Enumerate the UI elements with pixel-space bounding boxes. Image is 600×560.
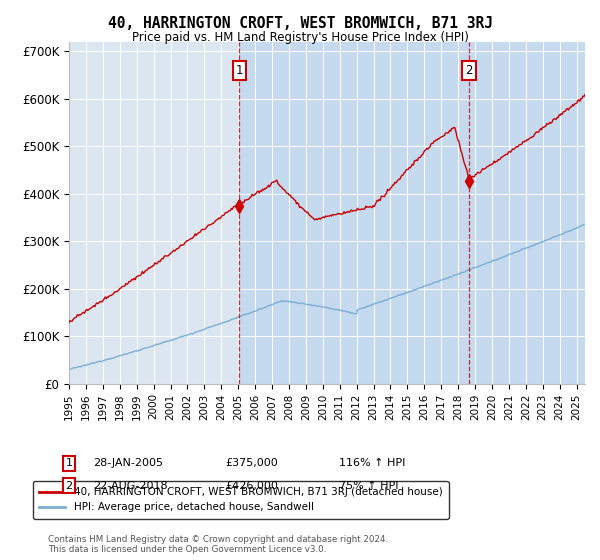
Text: Price paid vs. HM Land Registry's House Price Index (HPI): Price paid vs. HM Land Registry's House … [131,31,469,44]
Text: 22-AUG-2018: 22-AUG-2018 [93,480,167,491]
Text: Contains HM Land Registry data © Crown copyright and database right 2024.
This d: Contains HM Land Registry data © Crown c… [48,535,388,554]
Bar [239,42,585,384]
Text: 2: 2 [465,64,473,77]
Text: £375,000: £375,000 [225,458,278,468]
Text: 75% ↑ HPI: 75% ↑ HPI [339,480,398,491]
Text: 28-JAN-2005: 28-JAN-2005 [93,458,163,468]
Text: 116% ↑ HPI: 116% ↑ HPI [339,458,406,468]
Text: 1: 1 [65,458,73,468]
Legend: 40, HARRINGTON CROFT, WEST BROMWICH, B71 3RJ (detached house), HPI: Average pric: 40, HARRINGTON CROFT, WEST BROMWICH, B71… [33,481,449,519]
Text: 1: 1 [236,64,243,77]
Text: £426,000: £426,000 [225,480,278,491]
Text: 2: 2 [65,480,73,491]
Text: 40, HARRINGTON CROFT, WEST BROMWICH, B71 3RJ: 40, HARRINGTON CROFT, WEST BROMWICH, B71… [107,16,493,31]
